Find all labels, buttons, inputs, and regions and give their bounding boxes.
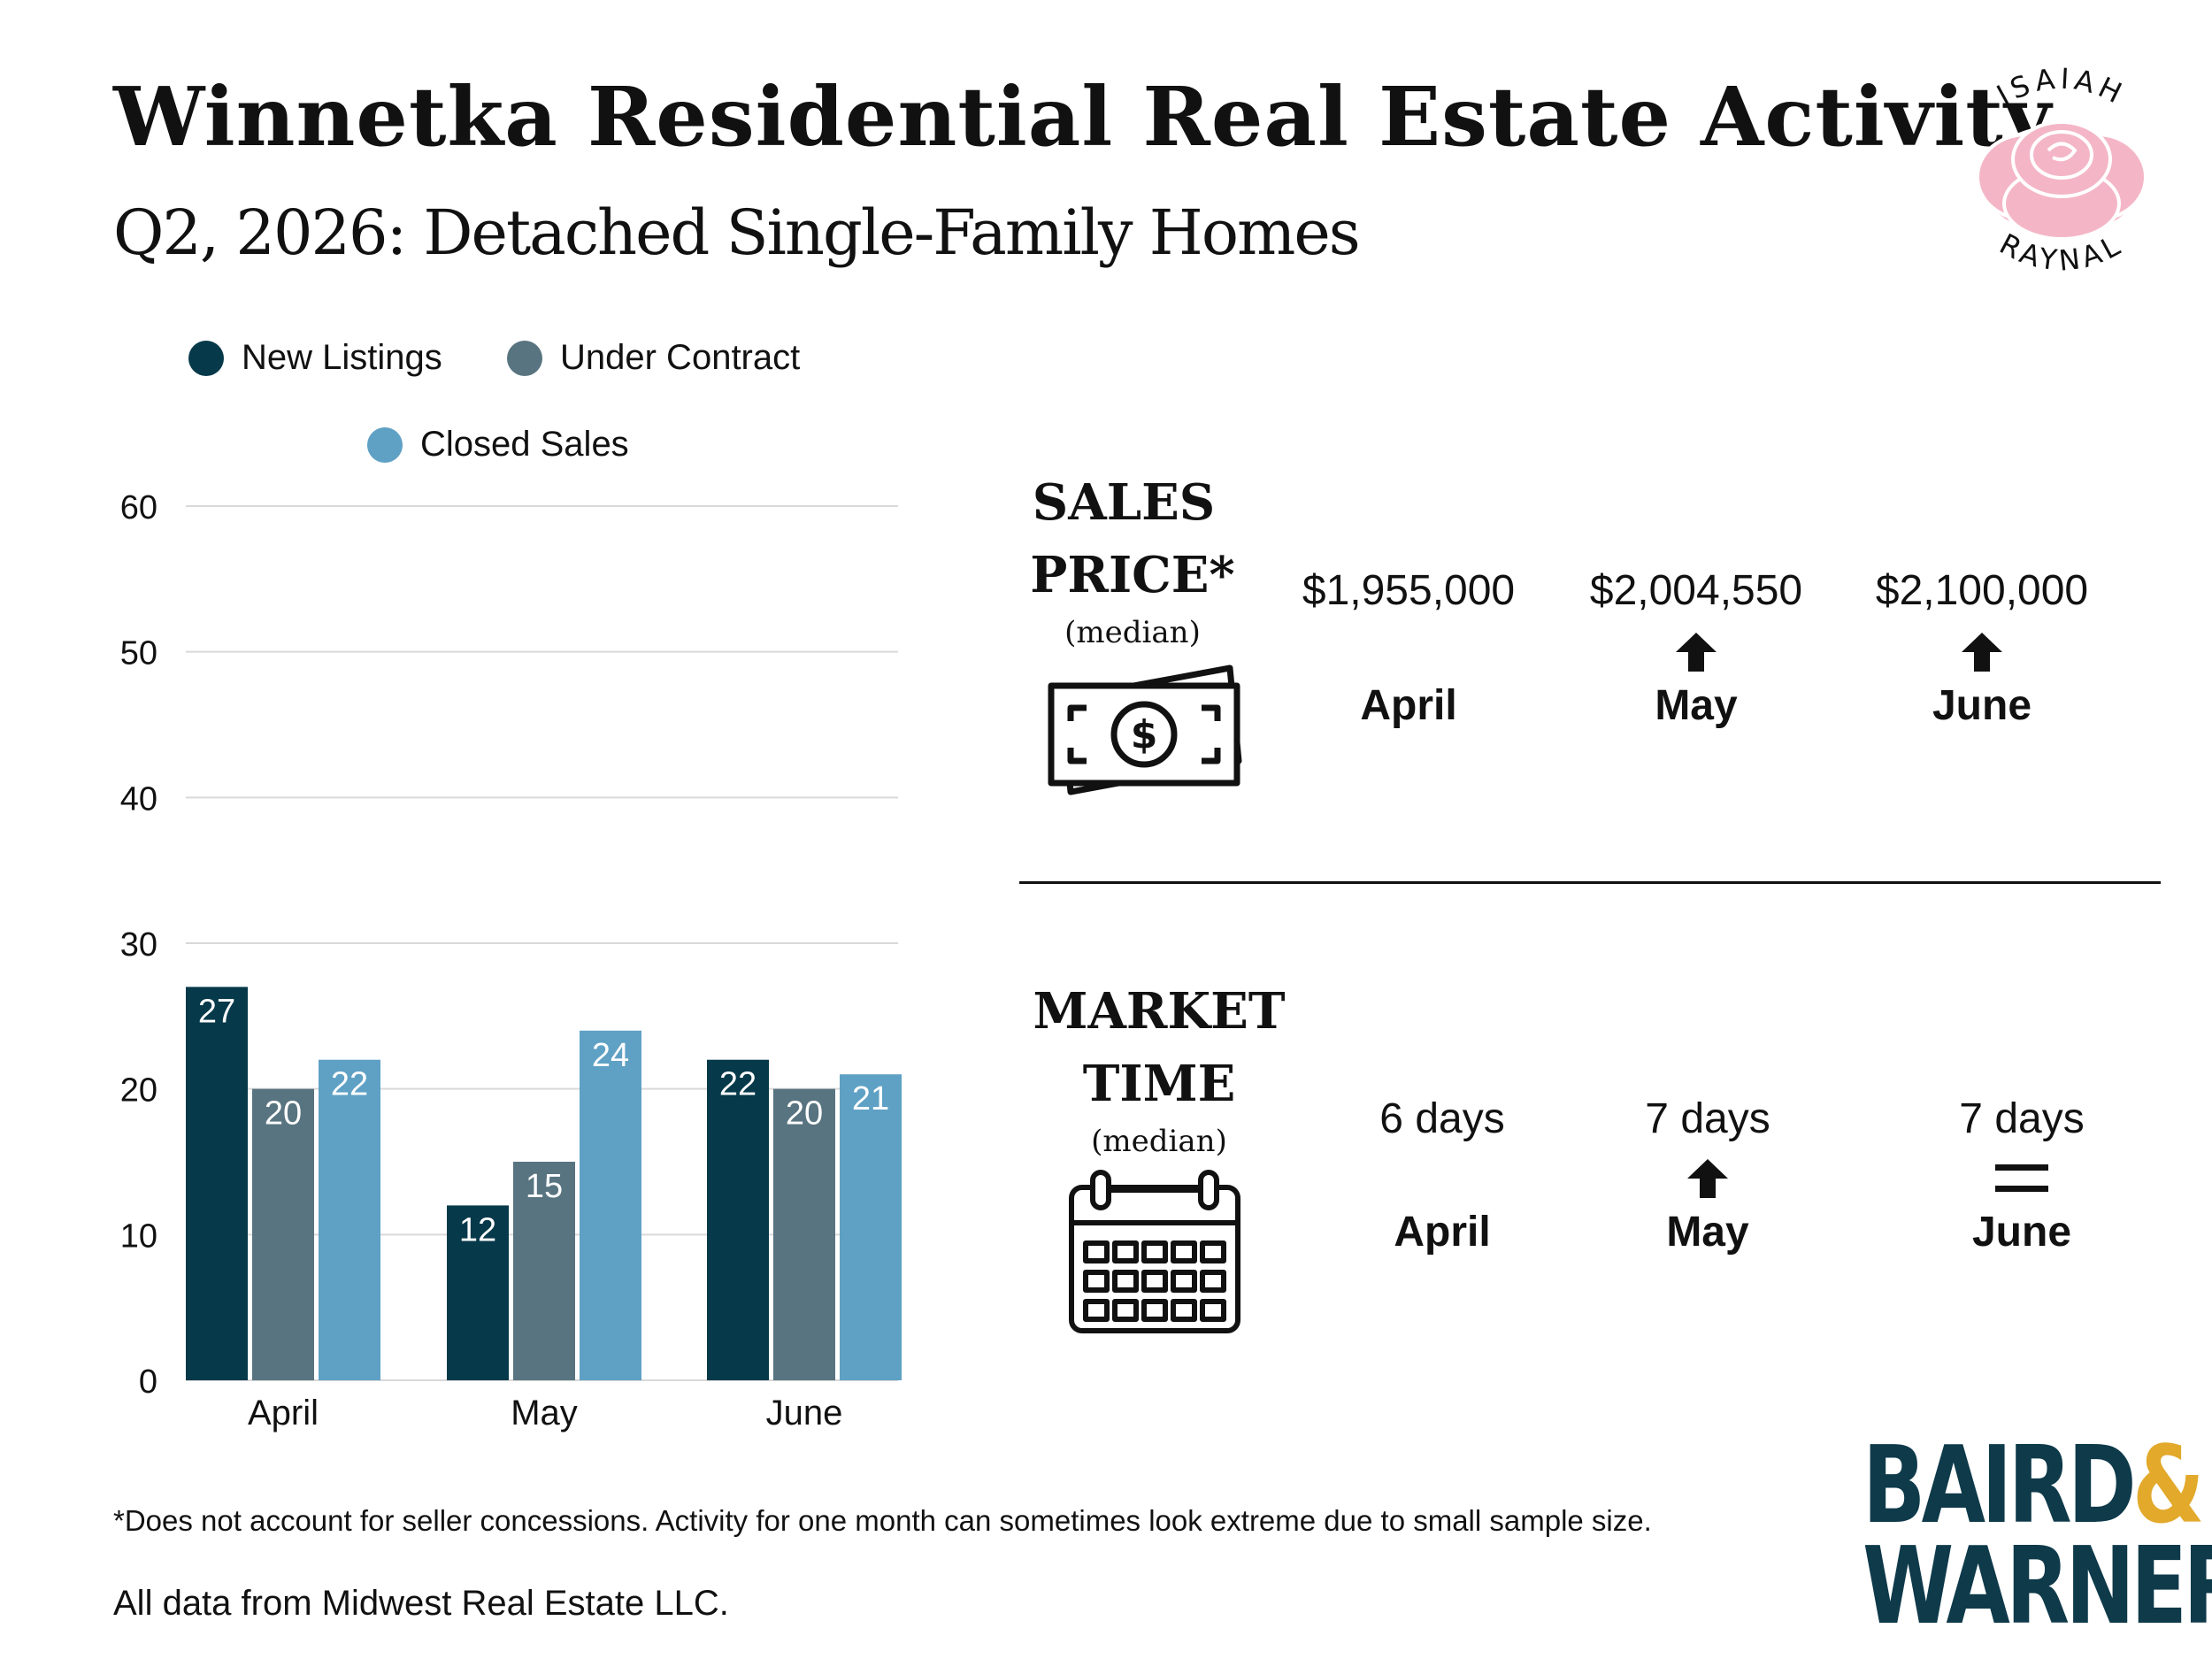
footnote: *Does not account for seller concessions…	[113, 1504, 1652, 1537]
rose-icon	[1976, 120, 2147, 241]
bar-chart: 0 10 20 30 40 50 60 27 20 22 April 12 15 24 May 22 20 21 J…	[120, 489, 902, 1432]
section-divider	[1019, 881, 2161, 884]
x-category-label: April	[248, 1394, 319, 1432]
legend-new-listings: New Listings	[188, 338, 442, 378]
market-time-june-label: June	[1971, 1209, 2072, 1256]
legend-swatch-closed-sales	[367, 426, 403, 463]
y-tick-label: 30	[120, 926, 157, 964]
sales-price-note: (median)	[1064, 615, 1201, 650]
arrow-up-icon	[1676, 633, 1717, 672]
bar-value-label: 21	[852, 1080, 889, 1118]
market-time-april-label: April	[1394, 1209, 1491, 1256]
bar-value-label: 22	[331, 1066, 368, 1103]
legend-swatch-new-listings	[188, 340, 224, 376]
y-tick-label: 0	[139, 1363, 157, 1401]
sales-price-may-label: May	[1655, 682, 1738, 729]
sales-price-june-value: $2,100,000	[1875, 567, 2089, 614]
legend-closed-sales: Closed Sales	[367, 425, 629, 465]
market-time-june-value: 7 days	[1959, 1095, 2085, 1142]
svg-text:ISAIAH: ISAIAH	[1991, 62, 2131, 112]
baird-warner-logo: BAIRD& WARNER	[1863, 1433, 2212, 1640]
brand-baird-text: BAIRD	[1863, 1425, 2137, 1548]
market-time-may-label: May	[1666, 1209, 1749, 1256]
bar-closed-sales-june	[840, 1074, 902, 1380]
x-category-label: June	[766, 1394, 843, 1432]
isaiah-raynal-logo: ISAIAH RAYNAL	[1938, 61, 2185, 301]
page-title: Winnetka Residential Real Estate Activit…	[113, 69, 2053, 165]
legend-label-closed-sales: Closed Sales	[420, 425, 629, 464]
bar-value-label: 20	[786, 1095, 823, 1133]
market-time-title-line1: MARKET	[1033, 982, 1286, 1041]
arrow-up-icon	[1962, 633, 2002, 672]
bar-new-listings-april	[186, 987, 248, 1380]
sales-price-may-trend	[1550, 633, 1842, 676]
legend-label-under-contract: Under Contract	[560, 338, 801, 377]
legend-swatch-under-contract	[507, 340, 542, 376]
bar-new-listings-june	[707, 1059, 769, 1380]
market-time-title-line2: TIME	[1082, 1055, 1236, 1113]
bar-value-label: 27	[198, 993, 235, 1030]
legend-under-contract: Under Contract	[507, 338, 800, 378]
y-tick-label: 60	[120, 489, 157, 526]
bar-value-label: 22	[719, 1066, 757, 1103]
sales-price-title-line1: SALES	[1032, 473, 1216, 532]
bar-under-contract-may	[513, 1162, 575, 1380]
sales-price-april-label: April	[1360, 682, 1457, 729]
brand-amp-text: &	[2131, 1425, 2205, 1548]
bar-value-label: 20	[265, 1095, 302, 1133]
y-tick-label: 40	[120, 780, 157, 818]
page-subtitle: Q2, 2026: Detached Single-Family Homes	[113, 196, 1361, 269]
brand-warner-text: WARNER	[1863, 1525, 2212, 1648]
data-source: All data from Midwest Real Estate LLC.	[113, 1584, 729, 1623]
y-tick-label: 50	[120, 635, 157, 672]
brand-line1: BAIRD&	[1863, 1433, 2212, 1540]
sales-price-title-line2: PRICE*	[1030, 546, 1235, 604]
sales-price-may-value: $2,004,550	[1589, 567, 1803, 614]
x-category-label: May	[511, 1394, 578, 1432]
sales-price-june-label: June	[1932, 682, 2032, 729]
svg-text:$: $	[1131, 712, 1158, 757]
bar-closed-sales-april	[319, 1059, 380, 1380]
logo-top-text: ISAIAH	[1991, 61, 2126, 111]
bar-under-contract-april	[252, 1088, 314, 1380]
market-time-may-value: 7 days	[1645, 1095, 1770, 1142]
bar-closed-sales-may	[580, 1030, 641, 1380]
market-time-note: (median)	[1091, 1124, 1227, 1159]
bar-value-label: 15	[526, 1168, 563, 1205]
market-time-june-trend	[1876, 1161, 2168, 1201]
money-icon: $	[1044, 659, 1256, 805]
sales-price-june-trend	[1836, 633, 2128, 676]
bar-under-contract-june	[773, 1088, 835, 1380]
sales-price-april-value: $1,955,000	[1302, 567, 1516, 614]
market-time-may-trend	[1562, 1159, 1854, 1202]
legend-label-new-listings: New Listings	[242, 338, 442, 377]
y-tick-label: 10	[120, 1217, 157, 1255]
arrow-up-icon	[1687, 1159, 1728, 1198]
bar-new-listings-may	[447, 1205, 509, 1380]
calendar-icon	[1066, 1168, 1243, 1340]
bar-value-label: 24	[592, 1037, 629, 1074]
equal-icon	[1995, 1164, 2048, 1192]
bar-value-label: 12	[459, 1211, 496, 1248]
market-time-april-value: 6 days	[1379, 1095, 1505, 1142]
y-tick-label: 20	[120, 1072, 157, 1110]
